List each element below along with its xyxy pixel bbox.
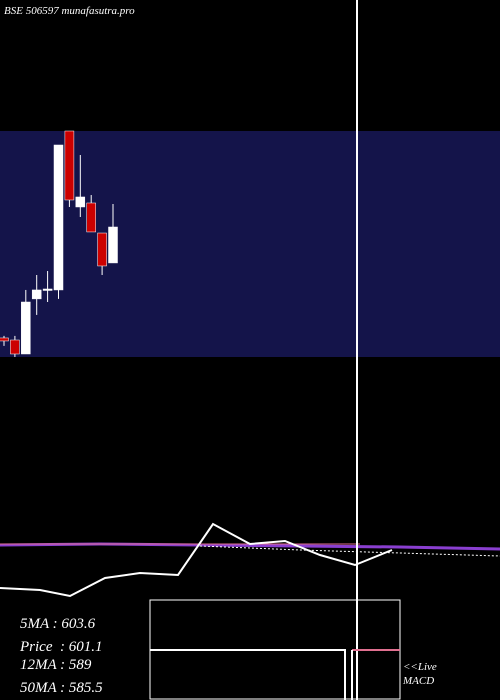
ma-label: 5MA : 603.6	[20, 616, 96, 632]
candle-body	[53, 144, 64, 291]
candle-body	[0, 337, 9, 342]
indicator-line	[0, 522, 393, 598]
ma-label: 12MA : 589	[20, 657, 92, 673]
candle-body	[97, 232, 107, 267]
candle-body	[64, 130, 75, 201]
ma-label: Price : 601.1	[19, 639, 102, 655]
macd-line	[150, 649, 346, 700]
candle-body	[31, 289, 42, 300]
macd-label: <<Live	[403, 661, 437, 673]
ma-label: 50MA : 585.5	[20, 680, 103, 696]
candle-body	[10, 339, 20, 355]
candle-body	[42, 288, 53, 291]
candle-body	[86, 202, 96, 233]
candle-body	[21, 301, 31, 355]
candle-body	[75, 196, 86, 208]
chart-title: BSE 506597 munafasutra.pro	[4, 5, 135, 17]
candle-body	[108, 226, 118, 264]
price-band	[0, 131, 500, 357]
macd-label: MACD	[402, 675, 434, 687]
